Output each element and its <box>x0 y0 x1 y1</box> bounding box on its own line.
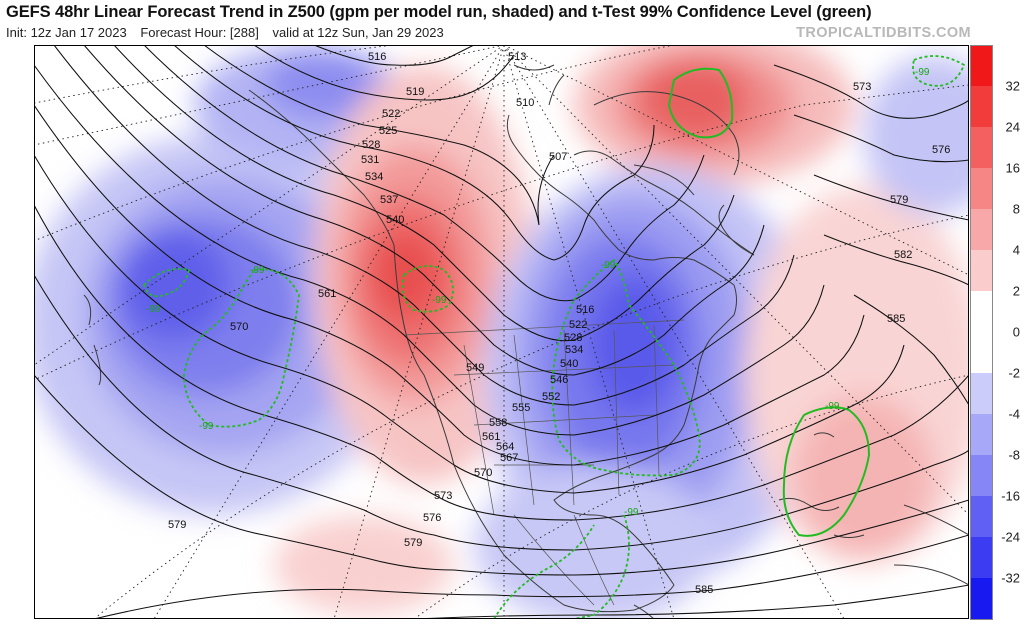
contour-label: 573 <box>434 490 452 502</box>
colorbar-tick-label: 16 <box>1005 160 1020 176</box>
contour-label: 525 <box>379 125 397 137</box>
colorbar-segment <box>970 496 992 538</box>
contour-label: 531 <box>361 154 379 166</box>
ttest-label: -99 <box>825 401 840 412</box>
contour-label: 534 <box>565 344 583 356</box>
colorbar-labels: 32 24 16 8 4 2 0 -2 -4 -8 -16 -24 -32 <box>993 45 1024 619</box>
colorbar-tick-label: 4 <box>1012 242 1020 258</box>
contour-label: 585 <box>695 584 713 596</box>
colorbar-segment <box>970 578 992 620</box>
contour-label: 570 <box>474 467 492 479</box>
colorbar-segment <box>970 45 992 87</box>
contour-labels: 516 513 519 510 522 525 528 507 531 534 … <box>168 51 950 596</box>
colorbar-tick-label: -16 <box>1001 488 1020 504</box>
contour-label: 549 <box>466 362 484 374</box>
contour-label: 540 <box>560 358 578 370</box>
ttest-contours <box>142 55 966 619</box>
height-contours <box>34 45 969 619</box>
contour-label: 558 <box>489 417 507 429</box>
ttest-solid-contours <box>667 67 871 537</box>
contour-label: 510 <box>516 97 534 109</box>
contour-label: 534 <box>365 171 383 183</box>
colorbar-segment <box>970 332 992 374</box>
contour-label: 507 <box>549 151 567 163</box>
map-frame <box>34 45 969 619</box>
contour-label: 513 <box>508 51 526 63</box>
contour-label: 576 <box>423 512 441 524</box>
colorbar-segment <box>970 86 992 128</box>
colorbar-tick-label: 0 <box>1012 324 1020 340</box>
contour-label: 552 <box>542 391 560 403</box>
colorbar-tick-label: -2 <box>1008 365 1020 381</box>
colorbar-tick-label: 8 <box>1012 201 1020 217</box>
map-title: GEFS 48hr Linear Forecast Trend in Z500 … <box>6 3 872 21</box>
contour-label: 579 <box>404 537 422 549</box>
ttest-label: -99 <box>146 304 161 315</box>
valid-time: valid at 12z Sun, Jan 29 2023 <box>272 25 444 40</box>
contour-label: 522 <box>382 108 400 120</box>
contour-label: 576 <box>932 144 950 156</box>
graticule <box>34 45 969 619</box>
colorbar-segment <box>970 209 992 251</box>
ttest-label: -99 <box>601 260 616 271</box>
ttest-label: -99 <box>915 67 930 78</box>
contour-label: 555 <box>512 402 530 414</box>
init-time: Init: 12z Jan 17 2023 <box>6 25 127 40</box>
contour-label: 564 <box>496 441 514 453</box>
colorbar-segment <box>970 250 992 292</box>
colorbar-tick-label: -4 <box>1008 406 1020 422</box>
contour-label: 519 <box>406 86 424 98</box>
colorbar-tick-label: 2 <box>1012 283 1020 299</box>
contour-label: 579 <box>168 519 186 531</box>
forecast-map[interactable]: 516 513 519 510 522 525 528 507 531 534 … <box>34 45 969 619</box>
colorbar-outline <box>970 45 993 620</box>
ttest-labels: -99 -99 -99 -99 -99 -99 -99 -99 <box>146 67 930 518</box>
contour-label: 561 <box>482 431 500 443</box>
ttest-label: -99 <box>624 507 639 518</box>
map-subtitle: Init: 12z Jan 17 2023 Forecast Hour: [28… <box>6 25 454 40</box>
contour-label: 567 <box>500 452 518 464</box>
ttest-label: -99 <box>432 295 447 306</box>
trend-shading <box>34 45 969 619</box>
colorbar-tick-label: 24 <box>1005 119 1020 135</box>
colorbar-segment <box>970 373 992 415</box>
contour-label: 528 <box>564 332 582 344</box>
colorbar-tick-label: -24 <box>1001 529 1020 545</box>
colorbar-segment <box>970 127 992 169</box>
watermark: TROPICALTIDBITS.COM <box>796 25 971 41</box>
contour-label: 579 <box>890 194 908 206</box>
colorbar-tick-label: -32 <box>1001 570 1020 586</box>
colorbar-tick-label: 32 <box>1005 78 1020 94</box>
coastlines <box>83 64 969 619</box>
colorbar-segment <box>970 168 992 210</box>
colorbar-segment <box>970 455 992 497</box>
ttest-label: -99 <box>250 265 265 276</box>
colorbar-segment <box>970 537 992 579</box>
colorbar <box>970 45 993 620</box>
contour-label: 585 <box>887 313 905 325</box>
contour-label: 522 <box>569 319 587 331</box>
contour-label: 570 <box>230 321 248 333</box>
map-svg: 516 513 519 510 522 525 528 507 531 534 … <box>34 45 969 619</box>
ttest-label: -99 <box>199 421 214 432</box>
contour-label: 546 <box>550 374 568 386</box>
contour-label: 528 <box>362 139 380 151</box>
contour-label: 573 <box>853 81 871 93</box>
contour-label: 561 <box>318 288 336 300</box>
contour-label: 516 <box>576 304 594 316</box>
contour-label: 582 <box>894 249 912 261</box>
forecast-hour: Forecast Hour: [288] <box>140 25 259 40</box>
contour-label: 537 <box>380 194 398 206</box>
colorbar-tick-label: -8 <box>1008 447 1020 463</box>
contour-label: 540 <box>386 214 404 226</box>
colorbar-segment <box>970 414 992 456</box>
colorbar-segment <box>970 291 992 333</box>
contour-label: 516 <box>368 51 386 63</box>
